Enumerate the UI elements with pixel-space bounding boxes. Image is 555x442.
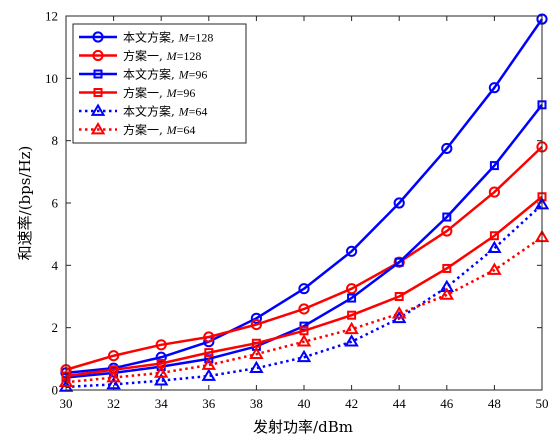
x-tick-label-2: 34	[155, 396, 169, 411]
series-1-point-7	[393, 256, 405, 268]
series-1-point-9	[488, 186, 500, 198]
legend-label-2: 本文方案, M=96	[123, 67, 207, 82]
legend-marker-4	[90, 103, 106, 116]
series-1-point-6	[346, 283, 358, 295]
series-3-point-9	[489, 231, 499, 241]
series-0-point-7	[393, 197, 405, 209]
legend-marker-3	[93, 88, 103, 97]
x-tick-label-0: 30	[60, 396, 73, 411]
series-3-point-6	[347, 310, 357, 320]
x-tick-label-4: 38	[250, 396, 263, 411]
series-5-point-6	[344, 321, 359, 335]
series-2-point-7	[394, 257, 404, 267]
series-5-point-7	[391, 306, 407, 319]
series-0-point-4	[250, 312, 262, 324]
series-3-point-8	[442, 263, 452, 273]
legend-item-5: 方案一, M=64	[79, 122, 195, 137]
y-axis-label: 和速率/(bps/Hz)	[16, 146, 34, 261]
legend-label-0: 本文方案, M=128	[123, 30, 213, 45]
series-0-point-2	[155, 351, 167, 363]
legend-box	[72, 23, 247, 144]
legend-marker-2	[93, 69, 103, 79]
series-2-point-6	[347, 293, 357, 303]
y-tick-label-1: 2	[52, 320, 59, 335]
series-line-1	[65, 145, 543, 371]
legend-item-0: 本文方案, M=128	[79, 30, 213, 45]
y-tick-label-0: 0	[52, 383, 59, 398]
legend-marker-5	[90, 122, 106, 135]
legend-label-5: 方案一, M=64	[123, 122, 195, 137]
series-5-point-1	[106, 370, 121, 383]
legend-label-3: 方案一, M=96	[123, 85, 195, 100]
series-1-point-3	[203, 331, 215, 343]
series-1-point-8	[441, 225, 453, 237]
series-5-point-5	[296, 334, 312, 347]
y-tick-label-6: 12	[45, 9, 58, 24]
y-tick-label-4: 8	[52, 133, 59, 148]
series-5-point-9	[487, 262, 502, 275]
x-tick-label-6: 42	[345, 396, 358, 411]
x-tick-label-5: 40	[298, 396, 311, 411]
series-1-point-2	[155, 339, 167, 351]
series-1-point-1	[108, 350, 120, 362]
series-2-point-9	[489, 161, 499, 171]
series-0-point-9	[488, 82, 500, 94]
legend-item-1: 方案一, M=128	[79, 48, 201, 63]
series-line-3	[65, 195, 543, 378]
series-line-4	[65, 203, 543, 389]
x-tick-label-7: 44	[393, 396, 407, 411]
series-4-point-4	[249, 360, 264, 374]
series-1-point-4	[250, 318, 262, 331]
legend-item-3: 方案一, M=96	[79, 85, 195, 100]
x-axis-label: 发射功率/dBm	[253, 418, 353, 436]
series-5-point-2	[153, 365, 169, 378]
series-3-point-7	[394, 292, 404, 301]
y-tick-label-2: 4	[52, 258, 59, 273]
x-tick-label-10: 50	[536, 396, 549, 411]
legend: 本文方案, M=128 方案一, M=128 本文方案, M=96 方案一, M=96…	[72, 23, 247, 144]
series-4-point-6	[344, 334, 359, 347]
x-tick-label-8: 46	[440, 396, 454, 411]
x-tick-label-1: 32	[107, 396, 120, 411]
series-5-point-8	[439, 287, 455, 300]
series-4-point-5	[296, 349, 312, 363]
series-0-point-6	[346, 245, 358, 257]
legend-marker-0	[92, 31, 104, 43]
legend-item-4: 本文方案, M=64	[79, 104, 207, 119]
legend-label-1: 方案一, M=128	[123, 48, 201, 63]
x-tick-label-9: 48	[488, 396, 501, 411]
series-layer	[58, 13, 550, 392]
y-tick-label-5: 10	[45, 71, 58, 86]
legend-label-4: 本文方案, M=64	[123, 104, 207, 119]
series-3-point-3	[204, 348, 214, 358]
x-tick-label-3: 36	[202, 396, 216, 411]
series-0-point-5	[298, 283, 310, 295]
legend-marker-1	[92, 49, 104, 62]
series-3	[61, 192, 547, 381]
series-5-point-3	[201, 357, 217, 370]
series-line-5	[65, 236, 543, 384]
series-5-point-4	[249, 346, 264, 360]
series-5	[58, 229, 550, 388]
series-1-point-5	[298, 303, 310, 315]
series-4-point-3	[201, 368, 217, 381]
series-2-point-8	[442, 212, 452, 222]
series-4-point-2	[153, 373, 169, 386]
legend-item-2: 本文方案, M=96	[79, 67, 207, 82]
y-tick-label-3: 6	[52, 196, 59, 211]
series-0-point-8	[441, 142, 453, 155]
series-1	[60, 141, 548, 376]
series-line-0	[65, 18, 544, 375]
series-4-point-9	[487, 240, 502, 254]
series-line-2	[65, 104, 543, 379]
